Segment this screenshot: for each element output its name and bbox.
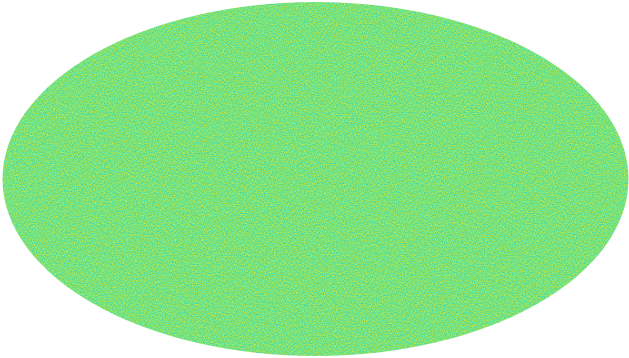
chart <box>0 0 629 358</box>
sky-map <box>0 0 629 358</box>
page: (() => { const data = JSON.parse(documen… <box>0 0 629 358</box>
map-texture <box>0 0 629 358</box>
